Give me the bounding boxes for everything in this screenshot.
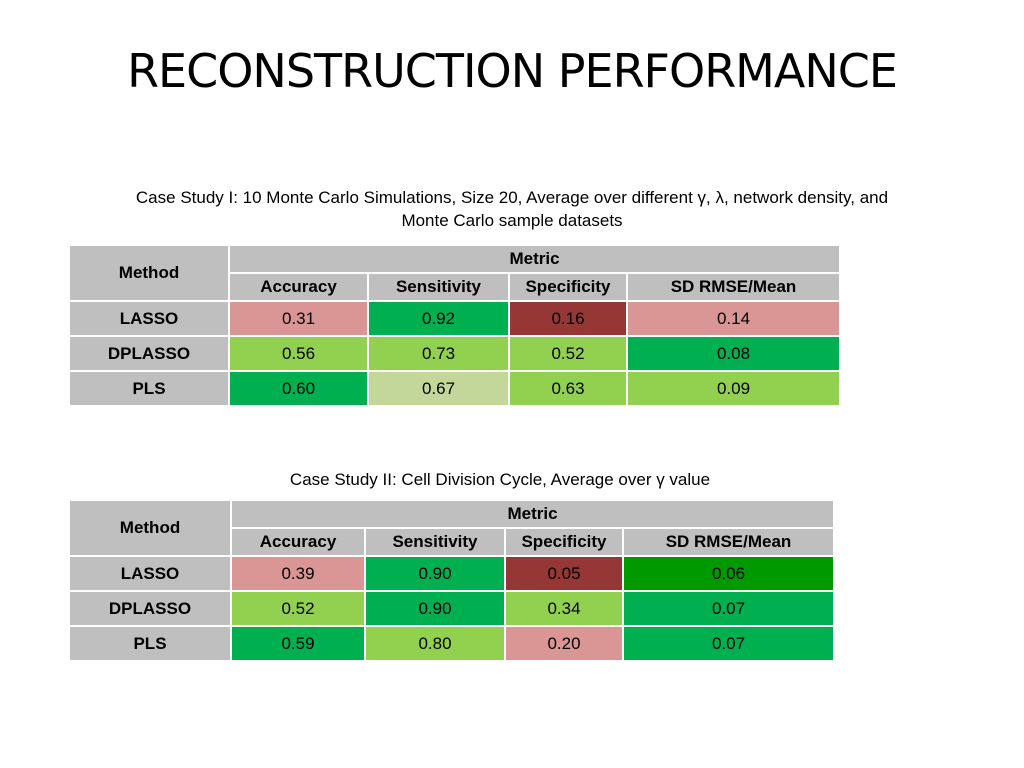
column-header-accuracy: Accuracy (230, 527, 366, 557)
method-cell: DPLASSO (68, 590, 232, 627)
column-header-specificity: Specificity (504, 527, 624, 557)
method-cell: PLS (68, 625, 232, 662)
table-row: PLS 0.60 0.67 0.63 0.09 (68, 370, 842, 407)
slide-title: RECONSTRUCTION PERFORMANCE (127, 44, 898, 98)
case-study-1-table: Method Metric Accuracy Sensitivity Speci… (68, 244, 842, 407)
value-cell: 0.34 (504, 590, 624, 627)
metric-header: Metric (227, 244, 842, 274)
case-study-2-caption: Case Study II: Cell Division Cycle, Aver… (289, 470, 711, 489)
value-cell: 0.92 (367, 300, 510, 337)
table-header-row: Method Metric (68, 499, 836, 557)
method-cell: DPLASSO (68, 335, 230, 372)
column-header-sd-rmse-mean: SD RMSE/Mean (625, 272, 842, 302)
column-header-sd-rmse-mean: SD RMSE/Mean (621, 527, 836, 557)
value-cell: 0.73 (367, 335, 510, 372)
value-cell: 0.56 (228, 335, 369, 372)
value-cell: 0.59 (230, 625, 366, 662)
method-cell: LASSO (68, 300, 230, 337)
method-cell: PLS (68, 370, 230, 407)
table-row: DPLASSO 0.56 0.73 0.52 0.08 (68, 335, 842, 372)
value-cell: 0.52 (230, 590, 366, 627)
value-cell: 0.90 (364, 555, 506, 592)
value-cell: 0.16 (508, 300, 628, 337)
value-cell: 0.90 (364, 590, 506, 627)
metric-header: Metric (229, 499, 836, 529)
value-cell: 0.05 (504, 555, 624, 592)
value-cell: 0.31 (228, 300, 369, 337)
case-study-2-table: Method Metric Accuracy Sensitivity Speci… (68, 499, 836, 662)
value-cell: 0.20 (504, 625, 624, 662)
column-header-sensitivity: Sensitivity (364, 527, 506, 557)
value-cell: 0.14 (625, 300, 842, 337)
table-header-row: Method Metric (68, 244, 842, 302)
value-cell: 0.08 (625, 335, 842, 372)
table-row: DPLASSO 0.52 0.90 0.34 0.07 (68, 590, 836, 627)
value-cell: 0.06 (621, 555, 836, 592)
column-header-accuracy: Accuracy (228, 272, 369, 302)
method-header: Method (68, 499, 232, 557)
value-cell: 0.67 (367, 370, 510, 407)
value-cell: 0.63 (508, 370, 628, 407)
value-cell: 0.07 (621, 590, 836, 627)
value-cell: 0.39 (230, 555, 366, 592)
value-cell: 0.52 (508, 335, 628, 372)
column-header-specificity: Specificity (508, 272, 628, 302)
table-subheader-row: Accuracy Sensitivity Specificity SD RMSE… (69, 527, 836, 557)
table-row: LASSO 0.31 0.92 0.16 0.14 (68, 300, 842, 337)
method-cell: LASSO (68, 555, 232, 592)
column-header-sensitivity: Sensitivity (367, 272, 510, 302)
table-row: LASSO 0.39 0.90 0.05 0.06 (68, 555, 836, 592)
table-subheader-row: Accuracy Sensitivity Specificity SD RMSE… (69, 272, 842, 302)
value-cell: 0.60 (228, 370, 369, 407)
value-cell: 0.07 (621, 625, 836, 662)
case-study-1-caption: Case Study I: 10 Monte Carlo Simulations… (135, 188, 889, 230)
value-cell: 0.09 (625, 370, 842, 407)
table-row: PLS 0.59 0.80 0.20 0.07 (68, 625, 836, 662)
value-cell: 0.80 (364, 625, 506, 662)
method-header: Method (68, 244, 230, 302)
